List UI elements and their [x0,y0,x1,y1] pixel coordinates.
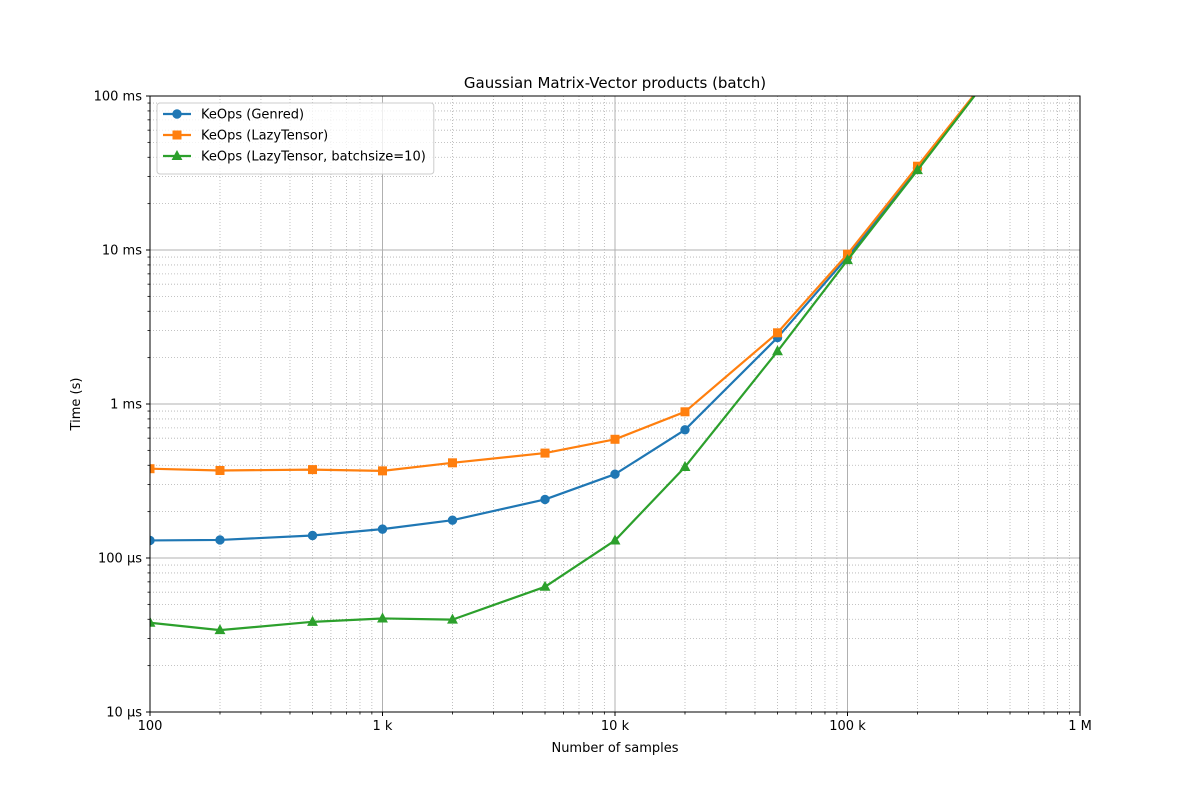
y-tick-label: 10 µs [106,706,142,721]
series-line [150,96,976,632]
chart-title: Gaussian Matrix-Vector products (batch) [464,74,766,92]
y-axis-label: Time (s) [69,378,84,432]
legend-entry: KeOps (LazyTensor, batchsize=10) [201,150,426,165]
legend-entry: KeOps (LazyTensor) [201,129,328,144]
data-point [609,534,621,545]
x-tick-label: 100 [138,719,163,734]
x-tick-label: 10 k [601,719,630,734]
y-tick-label: 1 ms [110,398,142,413]
data-point [773,328,783,338]
data-point [215,465,225,475]
y-tick-label: 100 µs [98,552,142,567]
series-3 [150,96,976,635]
x-axis-label: Number of samples [551,741,678,756]
data-point [150,616,156,627]
legend-swatch-marker [171,149,183,160]
series-line [150,96,975,472]
data-point [912,164,923,175]
data-point [680,425,690,435]
x-tick-label: 100 k [829,719,866,734]
data-point [377,612,388,623]
data-point [842,254,853,265]
data-point [679,460,691,471]
data-point [772,345,783,356]
legend: KeOps (Genred) KeOps (LazyTensor) KeOps (L… [156,102,435,175]
data-point [447,458,457,468]
data-point [215,535,225,545]
data-point [540,448,550,458]
series-line [150,96,976,542]
series-layer [150,96,976,635]
data-point [214,624,226,635]
y-tick-label: 100 ms [94,90,143,105]
data-point [447,613,458,624]
data-point [307,615,318,626]
y-tick-label: 10 ms [102,244,142,259]
data-point [307,530,318,541]
x-tick-label: 1 k [373,719,393,734]
data-point [447,515,458,525]
x-tick-label: 1 M [1068,719,1092,734]
data-point [540,494,550,505]
data-point [308,465,318,475]
data-point [610,434,620,444]
data-point [150,464,155,474]
data-point [680,407,690,417]
ticks: 100 1 k 10 k 100 k 1 M 10 µs 100 µs 1 ms 10 ms 10… [94,90,1092,735]
legend-box [156,102,435,175]
data-point [539,580,551,591]
data-point [378,466,387,476]
legend-entry: KeOps (Genred) [201,108,304,123]
legend-swatch-marker [172,130,182,140]
data-point [610,469,620,479]
legend-swatch-marker [172,109,182,119]
data-point [377,524,388,534]
